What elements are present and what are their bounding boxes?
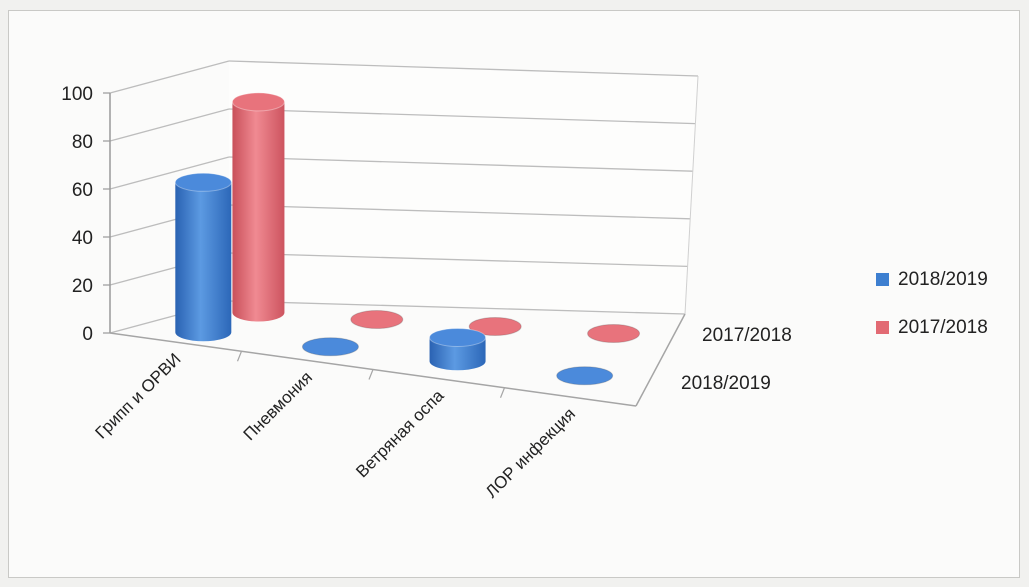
- x-tick-mark: [499, 387, 506, 398]
- gridline: [228, 204, 691, 220]
- gridline: [109, 60, 230, 94]
- back-wall: [229, 61, 698, 314]
- chart-canvas: 0 20 40 60 80 100 Грипп и ОРВИ Пневмония Ветряна…: [61, 60, 988, 502]
- chart-frame: 0 20 40 60 80 100 Грипп и ОРВИ Пневмония Ветряна…: [8, 10, 1020, 578]
- chart-legend: 2018/2019 2017/2018: [876, 269, 988, 338]
- x-tick-label: ЛОР инфекция: [482, 404, 579, 501]
- depth-label: 2017/2018: [702, 325, 792, 346]
- x-tick-label: Пневмония: [240, 368, 316, 444]
- bar: [174, 172, 232, 342]
- gridline: [228, 300, 686, 315]
- bar-disc: [587, 324, 641, 343]
- bar-top: [429, 327, 487, 347]
- chart-bars: [174, 92, 641, 386]
- bar-disc: [301, 337, 359, 357]
- x-tick-label: Ветряная оспа: [352, 386, 448, 482]
- bar: [556, 366, 614, 386]
- legend-swatch: [876, 321, 889, 334]
- back-right-edge: [684, 75, 699, 315]
- bar-body: [429, 337, 486, 371]
- y-tick-label: 100: [61, 84, 93, 105]
- gridline: [109, 156, 230, 190]
- bar-body: [175, 182, 232, 342]
- x-tick-mark: [368, 369, 374, 380]
- floor-right-edge: [635, 313, 686, 407]
- y-tick-label: 80: [72, 132, 93, 153]
- bar: [468, 317, 522, 336]
- gridline: [228, 252, 688, 268]
- bar-disc: [468, 317, 522, 336]
- bar-disc: [350, 310, 404, 329]
- bar-disc: [556, 366, 614, 386]
- gridline: [228, 156, 693, 172]
- y-tick-label: 0: [82, 324, 93, 345]
- bar: [429, 327, 487, 371]
- x-tick-mark: [236, 351, 243, 362]
- gridline: [109, 108, 230, 142]
- gridline: [228, 108, 696, 125]
- y-tick-label: 40: [72, 228, 93, 249]
- y-tick-label: 20: [72, 276, 93, 297]
- depth-label: 2018/2019: [681, 373, 771, 394]
- gridline: [228, 60, 699, 77]
- bar: [301, 337, 359, 357]
- bar: [350, 310, 404, 329]
- bar-top: [174, 172, 232, 192]
- bar: [587, 324, 641, 343]
- legend-label: 2017/2018: [898, 317, 988, 338]
- bar: [231, 92, 285, 322]
- legend-swatch: [876, 273, 889, 286]
- bar-top: [231, 92, 285, 112]
- y-tick-label: 60: [72, 180, 93, 201]
- legend-label: 2018/2019: [898, 269, 988, 290]
- bar-body: [232, 101, 285, 322]
- x-tick-label: Грипп и ОРВИ: [91, 350, 184, 443]
